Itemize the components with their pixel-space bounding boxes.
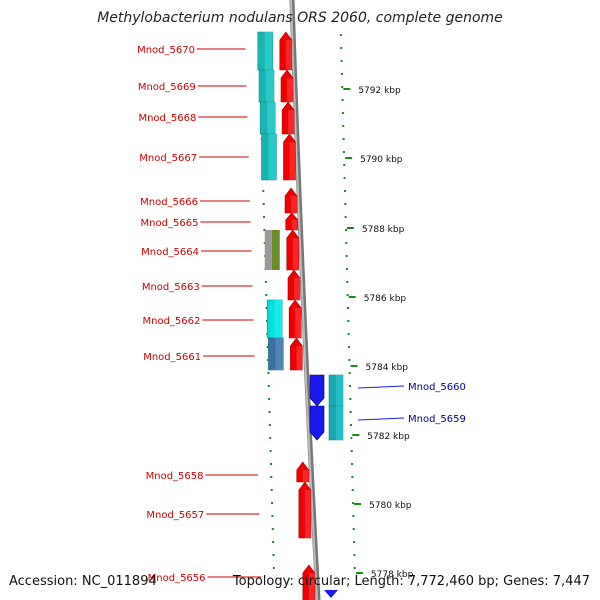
cog-box-shade [268,134,277,180]
cog-box-shade [264,32,273,70]
gene-arrows [279,31,338,600]
cog-box-shade [266,70,275,102]
scale-label: 5786 kbp [364,294,407,304]
gene-label: Mnod_5670 [137,45,195,56]
scale-labels: 5792 kbp 5790 kbp 5788 kbp 5786 kbp 5784 kbp… [358,86,413,580]
gene-label: Mnod_5669 [138,82,196,93]
cog-box-shade [274,300,283,338]
gene-arrow-shade [308,573,315,600]
gene-label: Mnod_5658 [146,471,204,482]
topology-text: Topology: circular; Length: 7,772,460 bp… [232,574,590,589]
gene-label: Mnod_5664 [141,247,199,258]
gene-arrow-shade [285,40,292,70]
gene-label: Mnod_5656 [148,573,206,584]
cog-box-shade [267,102,276,134]
gene-arrow-shade [288,110,295,134]
gene-arrow-shade [291,219,298,230]
gene-arrow-shade [304,490,311,538]
gene-arrow-shade [293,278,300,300]
scale-label: 5790 kbp [360,155,403,165]
cog-boxes [257,31,344,441]
gene-label: Mnod_5665 [141,218,199,229]
gene-arrow-shade [302,470,309,482]
label-leader [357,417,405,421]
gene-arrow-shade [295,308,302,338]
label-leader [357,385,405,389]
reverse-gene-arrow [309,374,325,407]
cog-box [271,230,280,270]
scale-label: 5780 kbp [369,501,412,511]
gene-arrow-shade [296,346,303,370]
gene-label: Mnod_5666 [140,197,198,208]
scale-label: 5788 kbp [362,225,405,235]
gene-arrow-shade [291,196,298,213]
gene-arrow-shade [287,78,294,102]
genome-title: Methylobacterium nodulans ORS 2060, comp… [97,10,503,26]
gene-label: Mnod_5667 [139,153,197,164]
accession-text: Accession: NC_011894 [9,574,157,589]
genome-backbone-highlight [290,0,318,600]
reverse-gene-arrow [309,405,325,441]
gene-label: Mnod_5660 [408,382,466,393]
gene-label: Mnod_5662 [143,316,201,327]
gene-label: Mnod_5661 [143,352,201,363]
cog-box-shade [336,375,343,406]
gene-label: Mnod_5659 [408,414,466,425]
scale-label: 5792 kbp [358,86,401,96]
scale-label: 5778 kbp [371,570,414,580]
gene-arrow-shade [292,238,299,270]
gene-label: Mnod_5663 [142,282,200,293]
scale-label: 5782 kbp [367,432,410,442]
cog-box [264,230,272,270]
reverse-gene-arrow [324,590,338,598]
cog-box-shade [275,338,284,370]
scale-label: 5784 kbp [366,363,409,373]
gene-labels: Mnod_5670 Mnod_5669 Mnod_5668 Mnod_5667 Mnod… [137,45,466,584]
gene-label: Mnod_5657 [146,510,204,521]
gene-arrow-shade [289,142,296,180]
gene-label: Mnod_5668 [138,113,196,124]
cog-box-shade [336,406,343,440]
